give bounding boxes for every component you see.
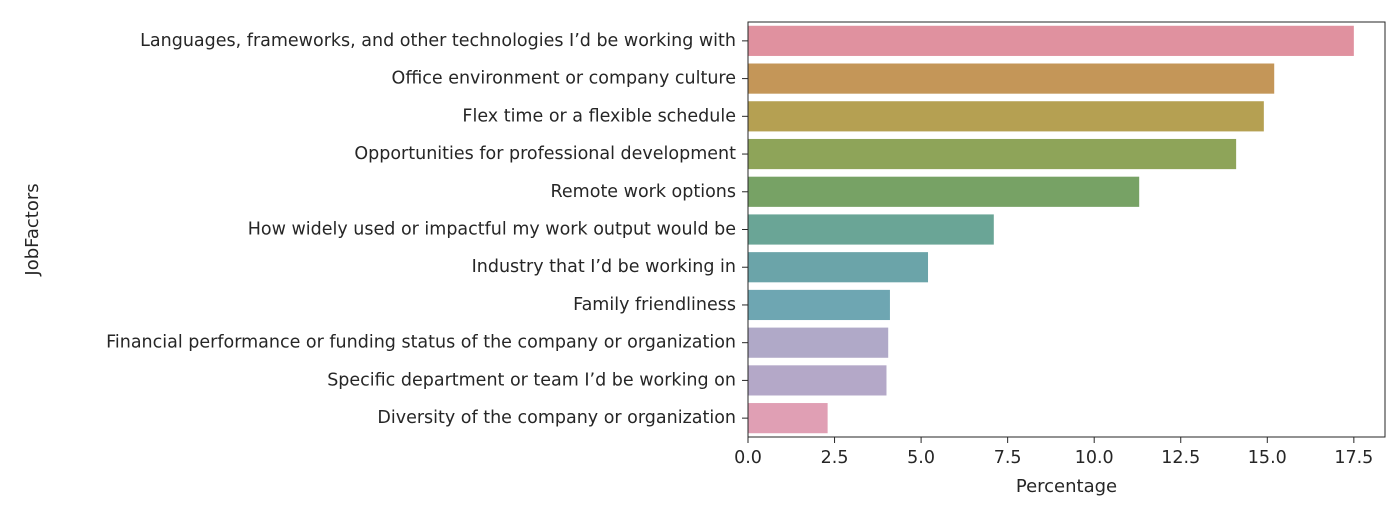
x-tick-label: 17.5: [1334, 448, 1373, 468]
x-axis-ticks: 0.0 2.5 5.0 7.5 10.0 12.5 15.0 17.5: [734, 40, 1373, 468]
bar: [748, 101, 1264, 132]
category-label: Opportunities for professional developme…: [354, 144, 736, 164]
x-tick-label: 2.5: [821, 448, 849, 468]
category-labels: Languages, frameworks, and other technol…: [106, 31, 736, 428]
bar: [748, 138, 1237, 170]
category-label: Specific department or team I’d be worki…: [327, 370, 736, 390]
x-tick-label: 12.5: [1161, 448, 1200, 468]
x-tick-label: 0.0: [734, 448, 762, 468]
category-label: Industry that I’d be working in: [472, 257, 736, 277]
x-tick-label: 7.5: [994, 448, 1022, 468]
x-tick-label: 5.0: [907, 448, 935, 468]
category-label: Languages, frameworks, and other technol…: [140, 31, 736, 51]
x-tick-label: 10.0: [1075, 448, 1114, 468]
category-label: Office environment or company culture: [392, 69, 736, 89]
bar: [748, 63, 1275, 94]
x-axis-title: Percentage: [1016, 476, 1117, 497]
bar: [748, 327, 889, 358]
category-label: Flex time or a flexible schedule: [462, 106, 736, 126]
category-label: How widely used or impactful my work out…: [248, 220, 736, 240]
bar: [748, 403, 828, 434]
bar: [748, 365, 887, 396]
bar: [748, 176, 1140, 207]
bar: [748, 252, 929, 283]
bar: [748, 214, 994, 245]
axes-frame: [747, 21, 1386, 438]
plot-frame: [747, 21, 1386, 438]
category-label: Diversity of the company or organization: [377, 408, 736, 428]
category-label: Family friendliness: [573, 295, 736, 315]
bar: [748, 289, 890, 321]
bar: [748, 25, 1354, 56]
y-axis-title: JobFactors: [22, 183, 43, 276]
category-label: Remote work options: [551, 182, 736, 202]
x-tick-label: 15.0: [1248, 448, 1287, 468]
bars-group: [748, 25, 1354, 434]
category-label: Financial performance or funding status …: [106, 333, 736, 353]
